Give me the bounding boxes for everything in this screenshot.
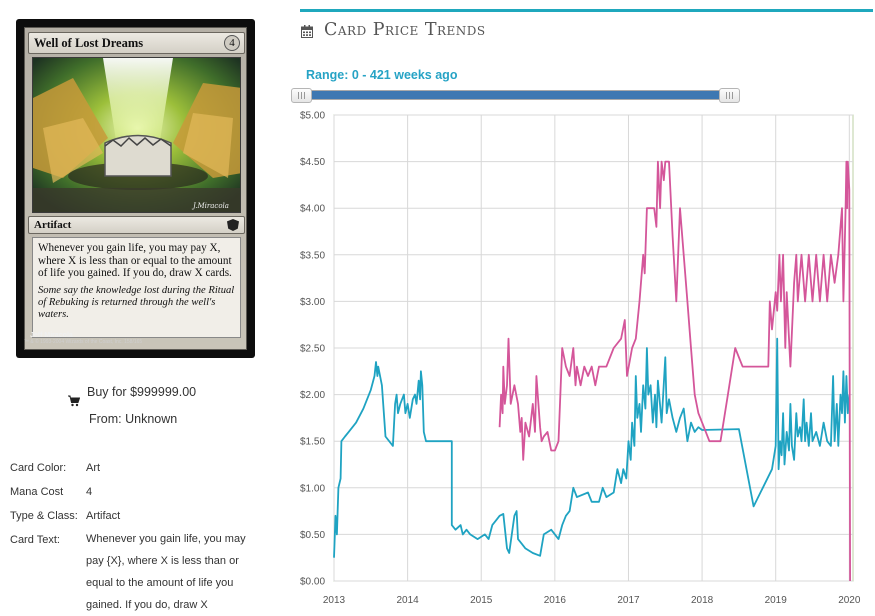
detail-row-color: Card Color: Art — [10, 456, 266, 480]
card-title-bar: Well of Lost Dreams 4 — [28, 32, 245, 54]
mana-cost-key: Mana Cost — [10, 486, 64, 498]
range-slider-start-handle[interactable] — [291, 88, 312, 103]
mana-cost-value: 4 — [86, 486, 93, 498]
card-text-box: Whenever you gain life, you may pay X, w… — [32, 237, 241, 338]
y-tick-label: $5.00 — [300, 111, 325, 122]
card-rules-text: Whenever you gain life, you may pay X, w… — [38, 242, 232, 280]
y-tick-label: $1.50 — [300, 437, 325, 448]
card-artist: Jeff Miracola — [30, 332, 73, 339]
card-artwork: J.Miracola — [32, 57, 241, 213]
x-tick-label: 2020 — [838, 595, 861, 606]
calendar-icon — [301, 25, 313, 38]
shopping-cart-icon[interactable] — [68, 395, 80, 407]
detail-row-text: Card Text: Whenever you gain life, you m… — [10, 528, 266, 616]
x-tick-label: 2015 — [470, 595, 493, 606]
price-chart-svg: $0.00 $0.50 $1.00 $1.50 $2.00 $2.50 $3.00 $3.50… — [300, 111, 861, 607]
mana-symbol: 4 — [224, 35, 240, 51]
x-tick-label: 2014 — [396, 595, 419, 606]
price-trend-chart: $0.00 $0.50 $1.00 $1.50 $2.00 $2.50 $3.00 $3.50… — [297, 107, 875, 616]
svg-text:J.Miracola: J.Miracola — [191, 202, 229, 210]
y-tick-label: $0.50 — [300, 530, 325, 541]
card-text-key: Card Text: — [10, 534, 60, 546]
detail-row-type: Type & Class: Artifact — [10, 504, 266, 528]
card-text-value: Whenever you gain life, you may pay {X},… — [86, 533, 246, 611]
card-type-line: Artifact — [34, 219, 72, 231]
price-series-line-2 — [498, 160, 851, 582]
y-tick-label: $3.50 — [300, 250, 325, 261]
range-label: Range: 0 - 421 weeks ago — [306, 68, 458, 82]
x-tick-label: 2018 — [691, 595, 714, 606]
section-title: Card Price Trends — [324, 20, 486, 40]
detail-row-mana: Mana Cost 4 — [10, 480, 266, 504]
y-tick-label: $2.00 — [300, 390, 325, 401]
price-series-line-1 — [333, 337, 851, 558]
set-symbol-icon — [227, 219, 239, 231]
y-tick-label: $4.00 — [300, 204, 325, 215]
y-tick-label: $3.00 — [300, 297, 325, 308]
y-tick-label: $0.00 — [300, 577, 325, 588]
x-tick-label: 2017 — [617, 595, 640, 606]
y-tick-label: $2.50 — [300, 344, 325, 355]
range-slider-end-handle[interactable] — [719, 88, 740, 103]
card-type-bar: Artifact — [28, 216, 245, 234]
card-flavor-text: Some say the knowledge lost during the R… — [38, 284, 235, 320]
y-tick-label: $4.50 — [300, 157, 325, 168]
x-tick-label: 2019 — [765, 595, 788, 606]
card-image: Well of Lost Dreams 4 — [16, 19, 255, 358]
x-tick-label: 2013 — [323, 595, 346, 606]
card-copyright: ™ & © 1993-2004 Wizards of the Coast, In… — [24, 339, 143, 345]
card-details: Card Color: Art Mana Cost 4 Type & Class… — [10, 456, 266, 616]
section-top-rule — [300, 9, 873, 12]
type-class-value: Artifact — [86, 510, 121, 522]
buy-price-link[interactable]: Buy for $999999.00 — [87, 385, 197, 399]
y-tick-label: $1.00 — [300, 483, 325, 494]
type-class-key: Type & Class: — [10, 510, 78, 522]
card-name: Well of Lost Dreams — [34, 36, 144, 50]
seller-source: From: Unknown — [89, 412, 178, 426]
card-color-key: Card Color: — [10, 462, 67, 474]
card-face: Well of Lost Dreams 4 — [24, 27, 247, 350]
x-tick-label: 2016 — [544, 595, 567, 606]
range-slider-fill — [309, 91, 719, 99]
card-color-value: Art — [86, 462, 101, 474]
